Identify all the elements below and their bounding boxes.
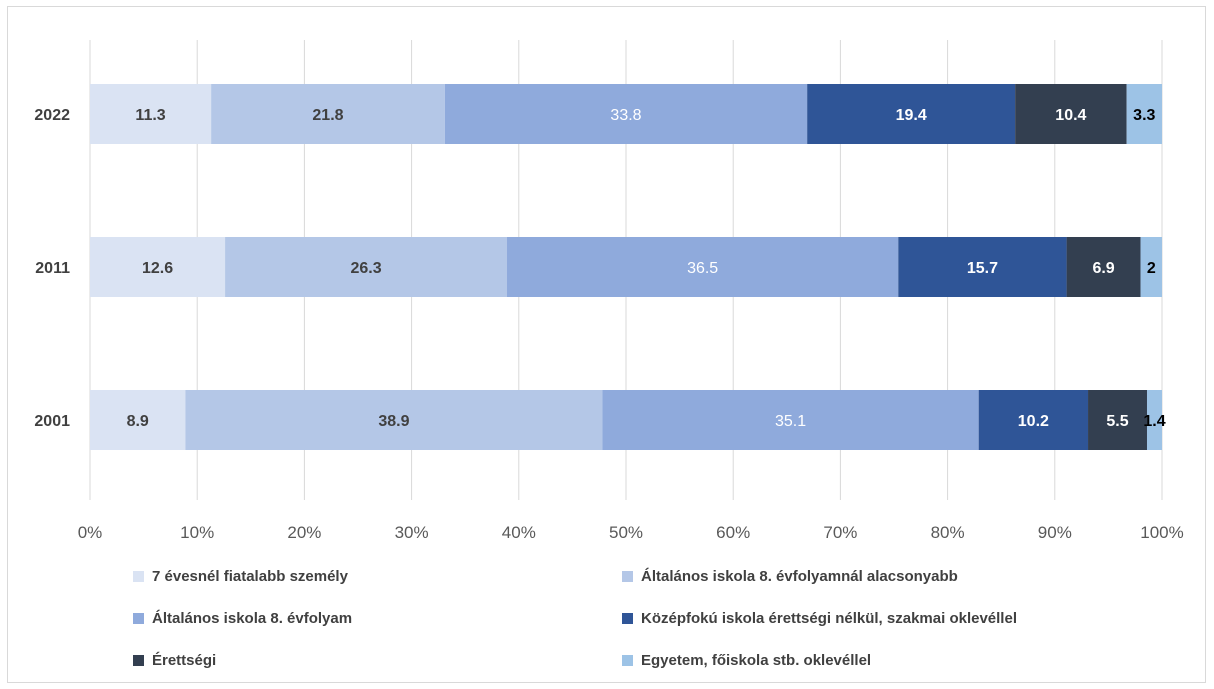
x-tick-label: 100% [1140, 523, 1183, 542]
bar-segment [444, 84, 808, 144]
data-label: 6.9 [1092, 260, 1114, 277]
x-tick-label: 50% [609, 523, 643, 542]
x-tick-label: 20% [287, 523, 321, 542]
bar-segment [1140, 237, 1162, 297]
data-label: 8.9 [127, 413, 149, 430]
x-tick-label: 0% [78, 523, 103, 542]
bar-segment [1066, 237, 1141, 297]
bar-segment [211, 84, 445, 144]
bar-segment [90, 390, 186, 450]
x-tick-label: 90% [1038, 523, 1072, 542]
bar-segment [1126, 84, 1162, 144]
bar-segment [807, 84, 1016, 144]
y-category-label: 2001 [34, 413, 70, 430]
data-label: 5.5 [1106, 413, 1128, 430]
y-category-label: 2022 [34, 107, 70, 124]
data-label: 12.6 [142, 260, 173, 277]
x-tick-label: 30% [395, 523, 429, 542]
data-label: 35.1 [775, 413, 806, 430]
data-label: 21.8 [312, 107, 343, 124]
bar-segment [1015, 84, 1127, 144]
bar-segment [185, 390, 603, 450]
bar-segment [1088, 390, 1147, 450]
x-tick-label: 80% [931, 523, 965, 542]
x-tick-label: 40% [502, 523, 536, 542]
bar-segment [90, 237, 226, 297]
data-label: 26.3 [350, 260, 381, 277]
y-category-label: 2011 [35, 260, 70, 277]
bar-segment [225, 237, 508, 297]
data-label: 1.4 [1143, 413, 1165, 430]
data-label: 36.5 [687, 260, 718, 277]
bar-segment [602, 390, 979, 450]
data-label: 11.3 [135, 107, 165, 124]
data-label: 10.2 [1018, 413, 1049, 430]
x-tick-label: 70% [823, 523, 857, 542]
bar-segment [1146, 390, 1162, 450]
x-tick-label: 60% [716, 523, 750, 542]
bar-segment [90, 84, 212, 144]
data-label: 15.7 [967, 260, 998, 277]
data-label: 10.4 [1055, 107, 1086, 124]
bar-segment [507, 237, 899, 297]
bar-segment [978, 390, 1089, 450]
data-label: 38.9 [378, 413, 409, 430]
data-label: 33.8 [610, 107, 641, 124]
x-tick-label: 10% [180, 523, 214, 542]
data-label: 3.3 [1133, 107, 1155, 124]
bar-segment [898, 237, 1067, 297]
data-label: 2 [1147, 260, 1156, 277]
data-label: 19.4 [896, 107, 927, 124]
